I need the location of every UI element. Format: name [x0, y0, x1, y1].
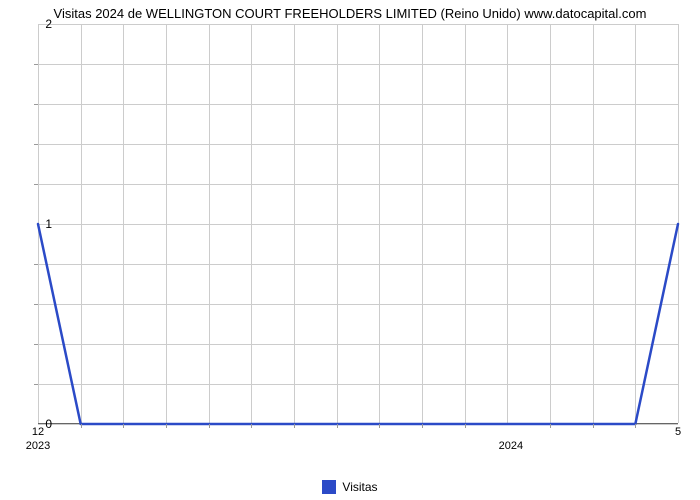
- x-year-label: 2023: [26, 440, 50, 452]
- x-tick-label: 5: [675, 426, 681, 438]
- line-series: [38, 24, 678, 424]
- legend-label: Visitas: [342, 480, 377, 494]
- y-tick-label: 1: [32, 217, 52, 231]
- x-year-label: 2024: [499, 440, 523, 452]
- plot-area: [38, 24, 678, 424]
- chart-title: Visitas 2024 de WELLINGTON COURT FREEHOL…: [0, 6, 700, 21]
- y-tick-label: 2: [32, 17, 52, 31]
- legend: Visitas: [0, 480, 700, 494]
- x-tick-label: 12: [32, 426, 44, 438]
- legend-swatch: [322, 480, 336, 494]
